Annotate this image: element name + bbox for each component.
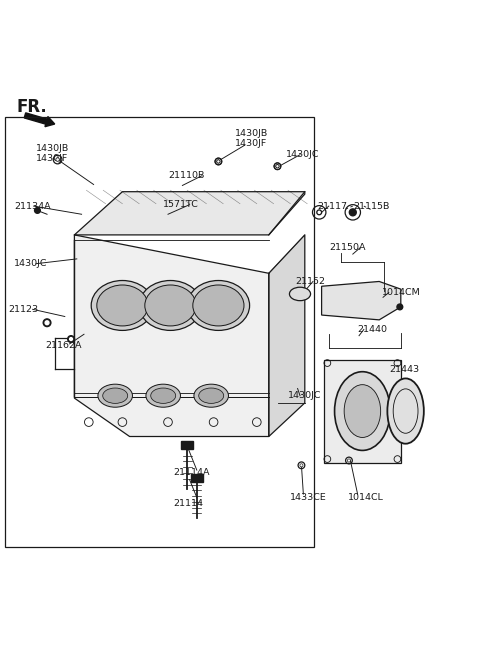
- Text: 21123: 21123: [9, 305, 39, 314]
- Text: 21114: 21114: [173, 499, 203, 509]
- Text: 1014CM: 1014CM: [382, 288, 420, 297]
- Ellipse shape: [187, 281, 250, 330]
- Ellipse shape: [199, 388, 224, 403]
- Circle shape: [397, 304, 403, 310]
- Ellipse shape: [139, 281, 202, 330]
- Text: 21114A: 21114A: [173, 468, 209, 477]
- Ellipse shape: [97, 285, 148, 326]
- Text: 1430JC: 1430JC: [288, 391, 322, 400]
- FancyArrow shape: [24, 113, 55, 127]
- Polygon shape: [322, 281, 401, 320]
- Circle shape: [348, 460, 349, 461]
- Ellipse shape: [151, 388, 176, 403]
- Circle shape: [68, 336, 74, 342]
- Polygon shape: [74, 192, 305, 235]
- Polygon shape: [269, 235, 305, 436]
- Text: 21162A: 21162A: [46, 341, 82, 350]
- Circle shape: [276, 165, 279, 168]
- Text: 21150A: 21150A: [329, 243, 365, 252]
- Ellipse shape: [146, 384, 180, 407]
- Text: 1014CL: 1014CL: [348, 493, 384, 502]
- Text: 1430JC: 1430JC: [14, 260, 48, 268]
- Polygon shape: [74, 235, 269, 436]
- Text: 1430JB
1430JF: 1430JB 1430JF: [235, 129, 268, 148]
- Text: 21443: 21443: [389, 365, 419, 374]
- Bar: [191, 474, 203, 482]
- Circle shape: [276, 165, 278, 168]
- Circle shape: [318, 212, 320, 214]
- Text: 21440: 21440: [358, 325, 388, 334]
- Circle shape: [57, 159, 58, 160]
- Ellipse shape: [193, 285, 244, 326]
- Circle shape: [70, 338, 72, 340]
- Circle shape: [349, 209, 356, 215]
- Circle shape: [217, 160, 219, 163]
- Ellipse shape: [103, 388, 128, 403]
- Ellipse shape: [194, 384, 228, 407]
- Circle shape: [301, 464, 302, 466]
- Circle shape: [43, 319, 51, 327]
- Text: 1430JB
1430JF: 1430JB 1430JF: [36, 143, 69, 163]
- Text: 1571TC: 1571TC: [163, 200, 199, 209]
- Bar: [5, 118, 314, 547]
- Circle shape: [35, 208, 40, 214]
- Ellipse shape: [335, 372, 390, 451]
- Text: 21115B: 21115B: [353, 202, 389, 211]
- Ellipse shape: [387, 378, 424, 443]
- Circle shape: [45, 321, 49, 325]
- Bar: [181, 441, 193, 449]
- Circle shape: [317, 210, 322, 215]
- Circle shape: [56, 158, 59, 161]
- Text: 21110B: 21110B: [168, 171, 204, 181]
- Text: 1433CE: 1433CE: [290, 493, 327, 502]
- Text: FR.: FR.: [17, 98, 48, 116]
- Circle shape: [218, 161, 219, 162]
- Circle shape: [348, 459, 350, 462]
- Ellipse shape: [344, 384, 381, 438]
- Text: 21134A: 21134A: [14, 202, 51, 211]
- Text: 1430JC: 1430JC: [286, 150, 319, 159]
- Ellipse shape: [289, 287, 311, 301]
- Circle shape: [277, 166, 278, 167]
- Circle shape: [217, 160, 220, 163]
- Text: 21117: 21117: [317, 202, 347, 211]
- Ellipse shape: [145, 285, 196, 326]
- Polygon shape: [324, 359, 401, 463]
- Ellipse shape: [91, 281, 154, 330]
- Circle shape: [300, 464, 302, 466]
- Ellipse shape: [98, 384, 132, 407]
- Text: 21152: 21152: [295, 277, 325, 286]
